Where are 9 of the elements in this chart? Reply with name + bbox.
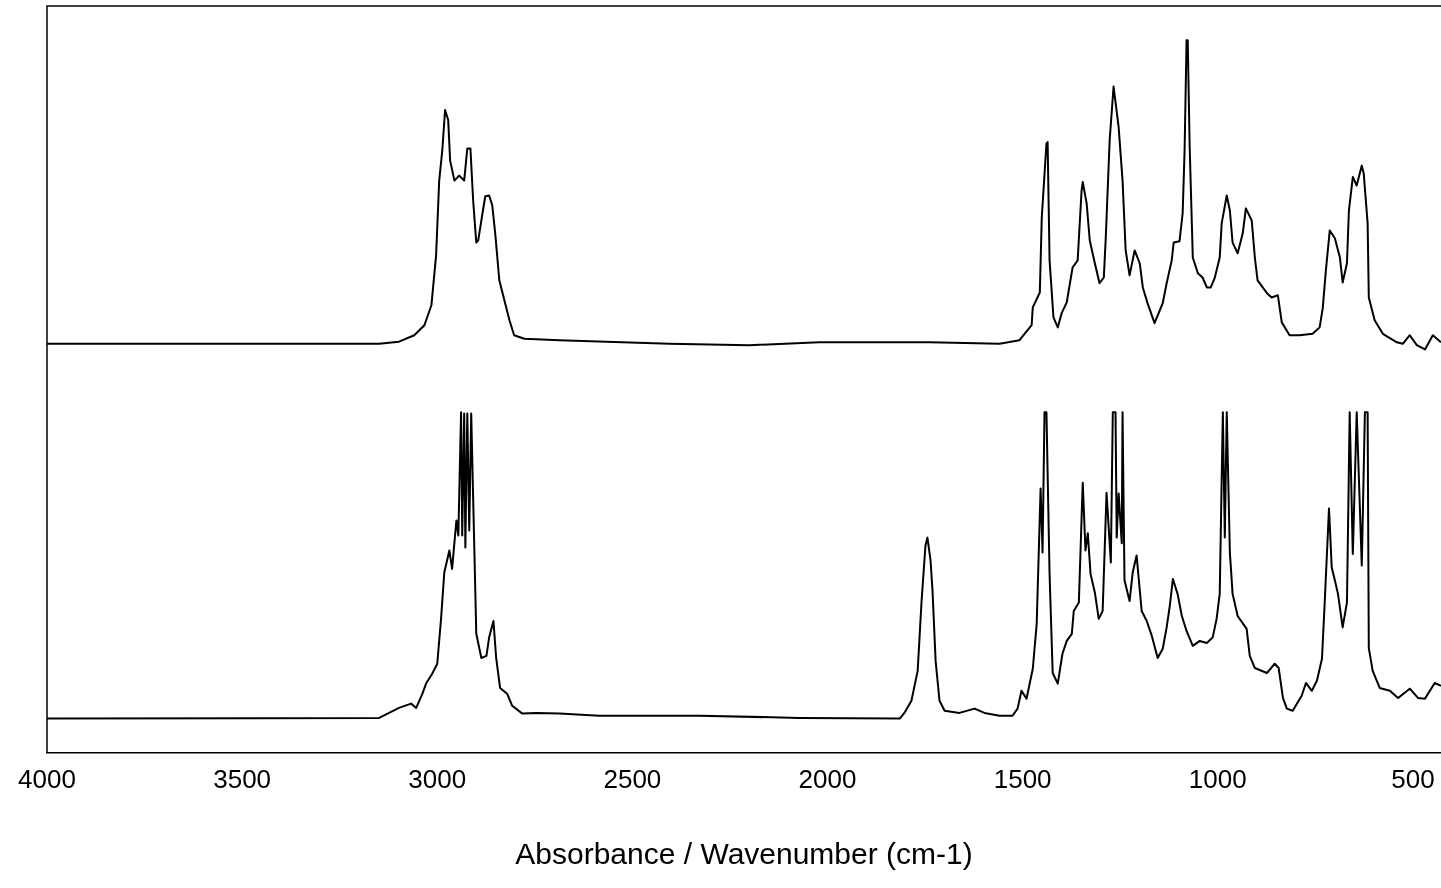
x-tick-label: 2000 <box>798 763 857 794</box>
x-tick-label: 3000 <box>408 763 467 794</box>
x-tick-label: 500 <box>1391 763 1435 794</box>
x-axis-title: Absorbance / Wavenumber (cm-1) <box>515 837 973 871</box>
x-tick-label: 1500 <box>993 763 1052 794</box>
x-tick-label: 1000 <box>1188 763 1247 794</box>
x-tick-label: 2500 <box>603 763 662 794</box>
x-tick-label: 3500 <box>213 763 272 794</box>
x-tick-label: 4000 <box>18 763 76 794</box>
